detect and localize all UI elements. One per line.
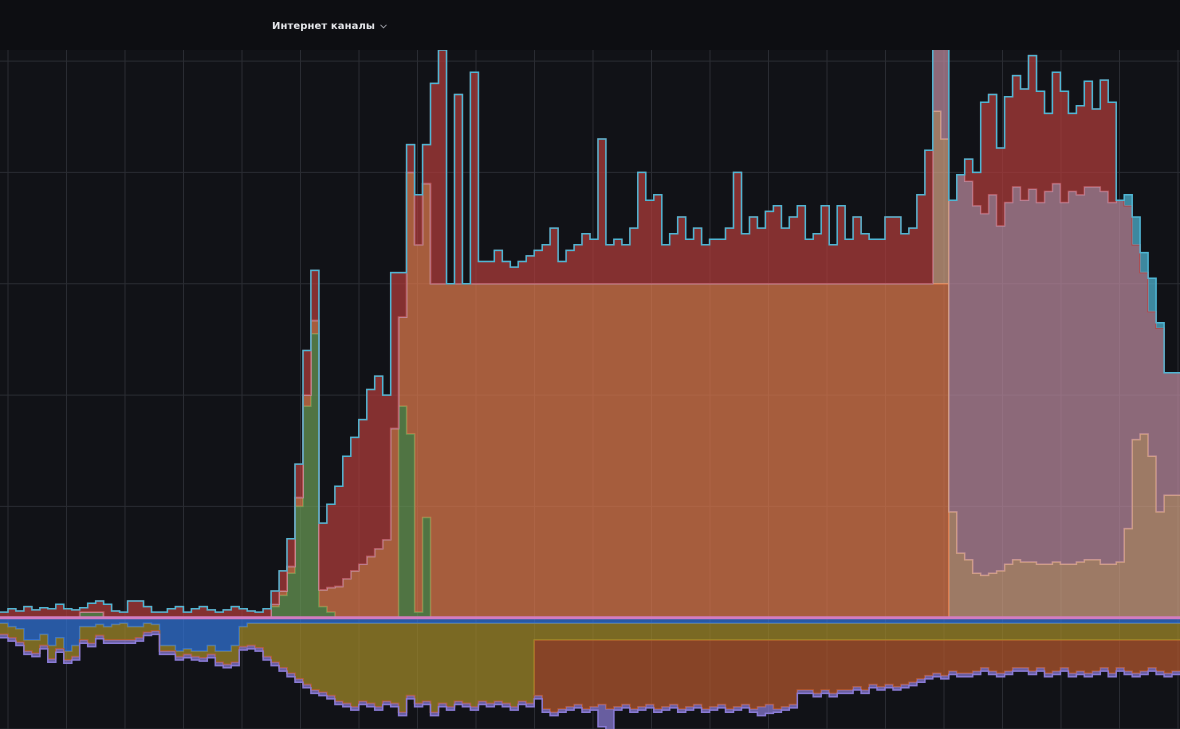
series-area-6 (0, 617, 1180, 652)
series-area-7 (0, 623, 1180, 713)
graph-panel (0, 50, 1180, 729)
series-line-9 (0, 633, 1180, 729)
dashboard-title: Интернет каналы (272, 20, 376, 32)
series-areas (0, 50, 1180, 729)
series-line-5 (0, 50, 1180, 613)
dashboard-top-bar: Интернет каналы (0, 0, 1180, 50)
dashboard-picker[interactable]: Интернет каналы (266, 14, 393, 38)
series-area-3 (0, 50, 1180, 618)
traffic-graph (0, 50, 1180, 729)
series-area-8 (0, 631, 1180, 713)
series-area-2 (0, 111, 1180, 618)
chevron-down-icon (380, 23, 387, 29)
